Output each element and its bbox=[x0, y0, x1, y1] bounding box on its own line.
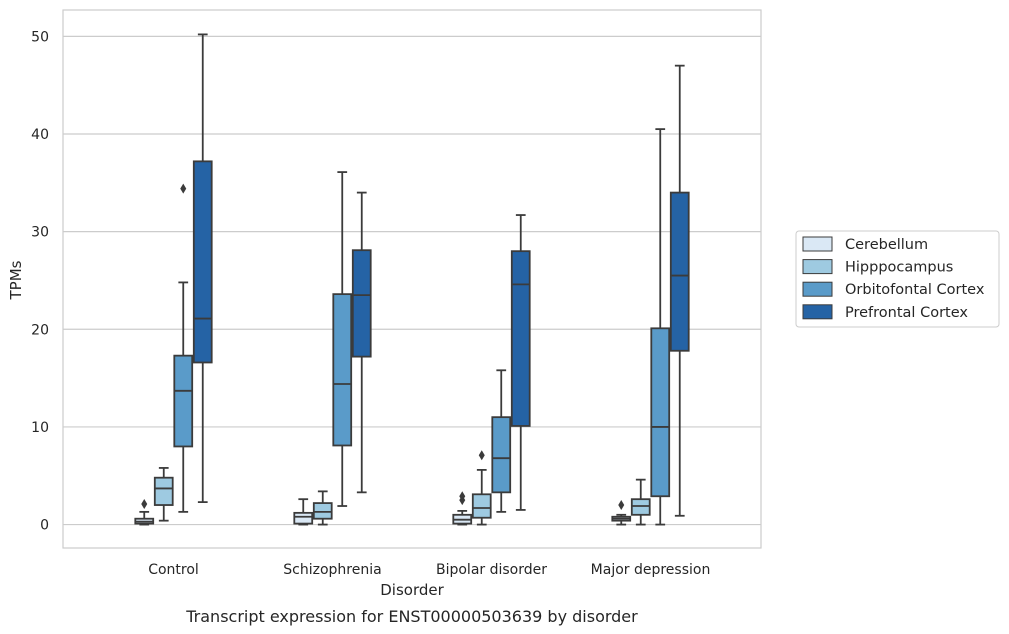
y-tick-label: 50 bbox=[31, 29, 49, 45]
outlier-point bbox=[141, 499, 148, 510]
legend-frame bbox=[795, 230, 1000, 328]
legend-items: Cerebellum Hipppocampus Orbitofontal Corte… bbox=[802, 236, 985, 321]
outlier-point bbox=[459, 491, 466, 502]
outlier-point bbox=[618, 500, 625, 511]
box-iqr bbox=[293, 511, 314, 525]
box-cerebellum bbox=[611, 500, 632, 526]
box-iqr bbox=[312, 502, 333, 520]
outlier-point bbox=[180, 183, 187, 194]
y-axis-title: TPMs bbox=[7, 260, 25, 300]
box-iqr bbox=[192, 160, 213, 364]
legend-label: Orbitofontal Cortex bbox=[845, 282, 985, 298]
box-cerebellum bbox=[134, 499, 155, 526]
x-tick-labels: Control Schizophrenia Bipolar disorder Majo… bbox=[148, 562, 710, 578]
x-tick-label: Schizophrenia bbox=[283, 562, 381, 578]
y-tick-label: 40 bbox=[31, 127, 49, 143]
y-tick-label: 30 bbox=[31, 225, 49, 241]
y-tick-labels: 0 10 20 30 40 50 bbox=[31, 29, 49, 533]
box-prefrontal-cortex bbox=[351, 191, 372, 494]
box-hipppocampus bbox=[153, 467, 174, 522]
y-tick-label: 10 bbox=[31, 420, 49, 436]
legend-label: Cerebellum bbox=[845, 237, 928, 253]
box-prefrontal-cortex bbox=[192, 33, 213, 504]
box-orbitofontal-cortex bbox=[332, 171, 353, 507]
y-tick-label: 0 bbox=[40, 518, 49, 534]
outlier-point bbox=[478, 450, 485, 461]
box-prefrontal-cortex bbox=[510, 214, 531, 511]
box-iqr bbox=[669, 191, 690, 352]
legend-swatch bbox=[802, 259, 833, 275]
box-iqr bbox=[332, 293, 353, 447]
legend-swatch bbox=[802, 304, 833, 320]
x-tick-label: Major depression bbox=[591, 562, 711, 578]
y-tick-label: 20 bbox=[31, 322, 49, 338]
box-iqr bbox=[351, 249, 372, 358]
box-iqr bbox=[650, 327, 671, 498]
box-prefrontal-cortex bbox=[669, 64, 690, 517]
x-tick-label: Bipolar disorder bbox=[436, 562, 547, 578]
box-iqr bbox=[510, 250, 531, 427]
plot-frame bbox=[62, 9, 762, 549]
box-iqr bbox=[173, 354, 194, 448]
boxes bbox=[134, 33, 690, 526]
box-iqr bbox=[153, 476, 174, 506]
legend-swatch bbox=[802, 281, 833, 297]
box-iqr bbox=[630, 498, 651, 516]
legend-label: Hipppocampus bbox=[845, 260, 953, 276]
box-iqr bbox=[471, 493, 492, 519]
box-orbitofontal-cortex bbox=[491, 369, 512, 513]
box-orbitofontal-cortex bbox=[173, 183, 194, 513]
chart-caption: Transcript expression for ENST0000050363… bbox=[185, 607, 638, 626]
box-hipppocampus bbox=[630, 478, 651, 526]
box-hipppocampus bbox=[312, 490, 333, 526]
box-iqr bbox=[491, 416, 512, 494]
box-cerebellum bbox=[293, 498, 314, 526]
x-axis-title: Disorder bbox=[380, 581, 444, 599]
legend: Cerebellum Hipppocampus Orbitofontal Corte… bbox=[795, 230, 1000, 328]
legend-swatch bbox=[802, 236, 833, 252]
box-cerebellum bbox=[452, 491, 473, 526]
box-hipppocampus bbox=[471, 450, 492, 526]
legend-label: Prefrontal Cortex bbox=[845, 305, 968, 321]
x-tick-label: Control bbox=[148, 562, 199, 578]
box-orbitofontal-cortex bbox=[650, 128, 671, 526]
